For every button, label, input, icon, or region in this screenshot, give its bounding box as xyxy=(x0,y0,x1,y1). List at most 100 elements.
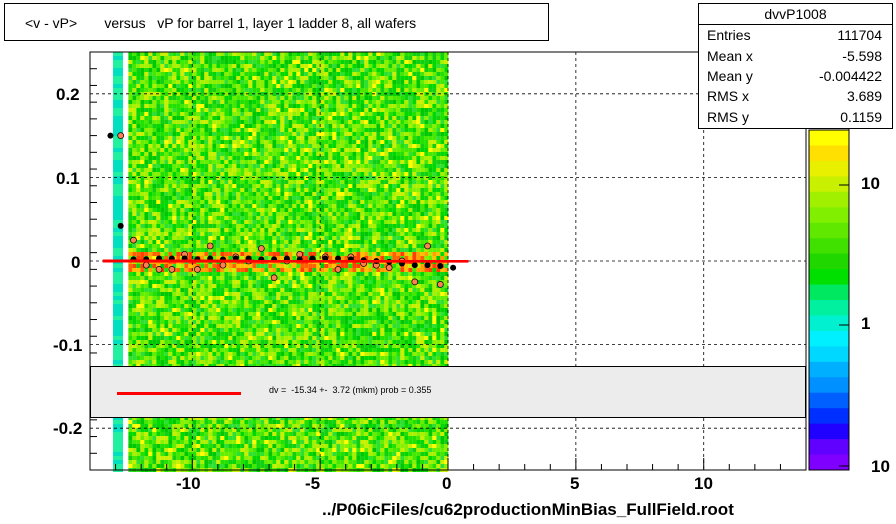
heatmap-cell xyxy=(404,124,409,128)
heatmap-cell xyxy=(216,136,221,140)
heatmap-cell xyxy=(328,196,333,200)
heatmap-cell xyxy=(380,116,385,120)
heatmap-cell xyxy=(224,92,229,96)
heatmap-cell xyxy=(348,104,353,108)
heatmap-cell xyxy=(240,292,245,296)
heatmap-cell xyxy=(420,184,425,188)
heatmap-cell xyxy=(212,180,217,184)
heatmap-cell xyxy=(292,280,297,284)
heatmap-cell xyxy=(228,256,233,260)
heatmap-cell xyxy=(268,288,273,292)
heatmap-cell xyxy=(236,80,241,84)
heatmap-cell xyxy=(132,124,137,128)
heatmap-cell xyxy=(132,232,137,236)
heatmap-cell xyxy=(308,64,313,68)
heatmap-cell xyxy=(176,220,181,224)
heatmap-cell xyxy=(264,144,269,148)
heatmap-cell xyxy=(256,264,261,268)
heatmap-cell xyxy=(408,232,413,236)
heatmap-cell xyxy=(420,120,425,124)
heatmap-cell xyxy=(408,288,413,292)
heatmap-cell xyxy=(224,228,229,232)
heatmap-cell xyxy=(348,80,353,84)
heatmap-cell xyxy=(372,200,377,204)
heatmap-cell xyxy=(320,108,325,112)
heatmap-cell xyxy=(256,60,261,64)
heatmap-cell xyxy=(280,168,285,172)
heatmap-cell xyxy=(188,284,193,288)
heatmap-cell xyxy=(284,288,289,292)
heatmap-cell xyxy=(144,144,149,148)
heatmap-cell xyxy=(180,248,185,252)
heatmap-cell xyxy=(412,272,417,276)
heatmap-cell xyxy=(412,276,417,280)
heatmap-cell xyxy=(316,116,321,120)
heatmap-cell xyxy=(180,212,185,216)
heatmap-cell xyxy=(344,140,349,144)
heatmap-cell xyxy=(248,104,253,108)
heatmap-cell xyxy=(324,164,329,168)
heatmap-cell xyxy=(212,148,217,152)
heatmap-cell xyxy=(140,116,145,120)
heatmap-cell xyxy=(256,124,261,128)
heatmap-cell xyxy=(244,208,249,212)
heatmap-cell xyxy=(244,60,249,64)
heatmap-cell xyxy=(180,228,185,232)
heatmap-cell xyxy=(284,252,289,256)
heatmap-cell xyxy=(296,196,301,200)
heatmap-cell xyxy=(432,120,437,124)
heatmap-cell xyxy=(412,172,417,176)
heatmap-cell xyxy=(320,56,325,60)
heatmap-cell xyxy=(284,176,289,180)
heatmap-cell xyxy=(244,148,249,152)
heatmap-cell xyxy=(440,156,445,160)
heatmap-cell xyxy=(264,172,269,176)
heatmap-cell xyxy=(164,80,169,84)
heatmap-cell xyxy=(236,212,241,216)
heatmap-cell xyxy=(232,296,237,300)
heatmap-cell xyxy=(336,236,341,240)
heatmap-cell xyxy=(208,120,213,124)
heatmap-cell xyxy=(368,212,373,216)
heatmap-cell xyxy=(248,232,253,236)
heatmap-cell xyxy=(364,216,369,220)
heatmap-cell xyxy=(236,148,241,152)
heatmap-cell xyxy=(128,236,133,240)
heatmap-cell xyxy=(444,192,449,196)
heatmap-cell xyxy=(396,124,401,128)
heatmap-cell xyxy=(256,112,261,116)
heatmap-cell xyxy=(204,288,209,292)
heatmap-cell xyxy=(252,236,257,240)
heatmap-cell xyxy=(388,88,393,92)
heatmap-cell xyxy=(180,168,185,172)
heatmap-cell xyxy=(216,252,221,256)
heatmap-cell xyxy=(372,176,377,180)
heatmap-cell xyxy=(340,76,345,80)
heatmap-cell xyxy=(176,200,181,204)
heatmap-cell xyxy=(440,144,445,148)
heatmap-cell xyxy=(276,196,281,200)
heatmap-cell xyxy=(348,284,353,288)
heatmap-cell xyxy=(240,80,245,84)
heatmap-cell xyxy=(324,156,329,160)
heatmap-cell xyxy=(276,116,281,120)
heatmap-cell xyxy=(416,96,421,100)
heatmap-cell xyxy=(360,144,365,148)
heatmap-cell xyxy=(292,148,297,152)
heatmap-cell xyxy=(216,208,221,212)
heatmap-cell xyxy=(256,208,261,212)
heatmap-cell xyxy=(412,192,417,196)
heatmap-cell xyxy=(152,204,157,208)
heatmap-cell xyxy=(324,96,329,100)
heatmap-cell xyxy=(380,208,385,212)
heatmap-cell xyxy=(268,68,273,72)
heatmap-cell xyxy=(424,232,429,236)
heatmap-cell xyxy=(236,56,241,60)
heatmap-cell xyxy=(244,96,249,100)
heatmap-cell xyxy=(376,64,381,68)
heatmap-cell xyxy=(432,264,437,268)
heatmap-cell xyxy=(152,132,157,136)
heatmap-cell xyxy=(408,52,413,56)
heatmap-cell xyxy=(224,180,229,184)
heatmap-cell xyxy=(136,108,141,112)
